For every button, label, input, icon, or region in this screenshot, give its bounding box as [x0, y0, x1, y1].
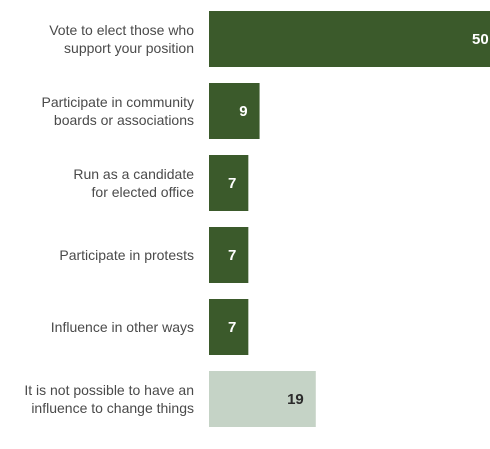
- category-label-3: Participate in protests: [59, 247, 194, 263]
- category-label-5-line-0: It is not possible to have an: [24, 382, 194, 398]
- bar-3: [209, 227, 249, 283]
- value-label-5: 19: [287, 391, 304, 408]
- category-label-5: It is not possible to have an influence t…: [24, 382, 194, 416]
- bar-4: [209, 299, 249, 355]
- value-label-1: 9: [239, 103, 247, 120]
- category-label-4-line-0: Influence in other ways: [51, 319, 194, 335]
- category-label-0: Vote to elect those who support your posi…: [49, 22, 194, 56]
- category-label-5-line-1: influence to change things: [31, 400, 194, 416]
- category-label-0-line-1: support your position: [64, 40, 194, 56]
- bar-1: [209, 83, 260, 139]
- value-label-0: 50: [472, 31, 489, 48]
- category-label-2-line-1: for elected office: [92, 184, 195, 200]
- bar-2: [209, 155, 249, 211]
- value-label-4: 7: [228, 319, 236, 336]
- category-label-4: Influence in other ways: [51, 319, 194, 335]
- value-label-2: 7: [228, 175, 236, 192]
- category-label-1-line-1: boards or associations: [54, 112, 194, 128]
- category-label-3-line-0: Participate in protests: [59, 247, 194, 263]
- value-label-3: 7: [228, 247, 236, 264]
- category-label-2-line-0: Run as a candidate: [73, 166, 194, 182]
- category-label-1: Participate in community boards or associ…: [41, 94, 194, 128]
- category-label-2: Run as a candidate for elected office: [73, 166, 194, 200]
- bars-layer: 50 Vote to elect those who support your po…: [24, 11, 490, 427]
- bar-5: [209, 371, 316, 427]
- bar-0: [209, 11, 490, 67]
- category-label-0-line-0: Vote to elect those who: [49, 22, 194, 38]
- category-label-1-line-0: Participate in community: [41, 94, 194, 110]
